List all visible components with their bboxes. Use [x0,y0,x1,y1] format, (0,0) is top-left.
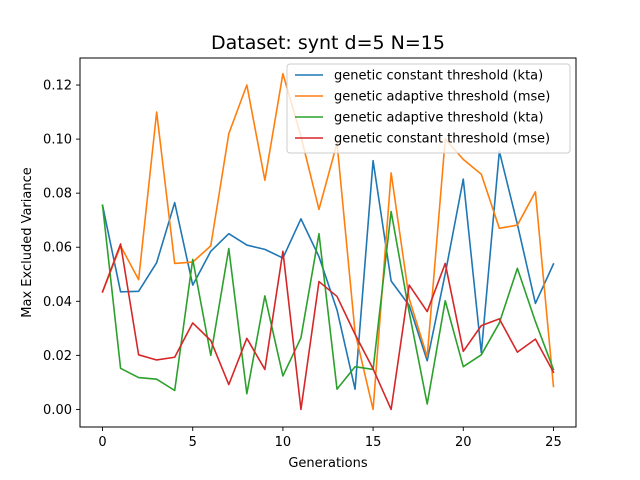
x-axis: 0 5 10 15 20 25 [98,427,562,450]
y-tick-label: 0.10 [43,133,72,148]
y-axis: 0.00 0.02 0.04 0.06 0.08 0.10 0.12 [43,79,80,418]
legend-label-2: genetic adaptive threshold (mse) [334,90,550,105]
series-line-4 [101,243,555,411]
x-tick-label: 25 [545,435,562,450]
series-line-3 [101,204,555,405]
legend-label-3: genetic adaptive threshold (kta) [334,111,544,126]
y-tick-label: 0.04 [43,295,72,310]
y-tick-label: 0.12 [43,79,72,94]
y-tick-label: 0.08 [43,187,72,202]
chart-title: Dataset: synt d=5 N=15 [211,32,445,54]
y-tick-label: 0.06 [43,241,72,256]
x-tick-label: 0 [98,435,106,450]
series-line-1 [101,150,555,390]
legend-label-4: genetic constant threshold (mse) [334,132,550,147]
series-line-2 [101,72,555,411]
y-tick-label: 0.00 [43,403,72,418]
x-tick-label: 20 [455,435,472,450]
legend-box [286,63,571,154]
legend: genetic constant threshold (kta) genetic … [286,63,571,154]
x-tick-label: 10 [275,435,292,450]
x-tick-label: 5 [189,435,197,450]
x-axis-label: Generations [288,456,368,471]
legend-label-1: genetic constant threshold (kta) [334,69,543,84]
plot-frame [79,57,577,428]
series-lines [101,72,555,411]
x-tick-label: 15 [365,435,382,450]
y-tick-label: 0.02 [43,349,72,364]
y-axis-label: Max Excluded Variance [20,167,35,317]
